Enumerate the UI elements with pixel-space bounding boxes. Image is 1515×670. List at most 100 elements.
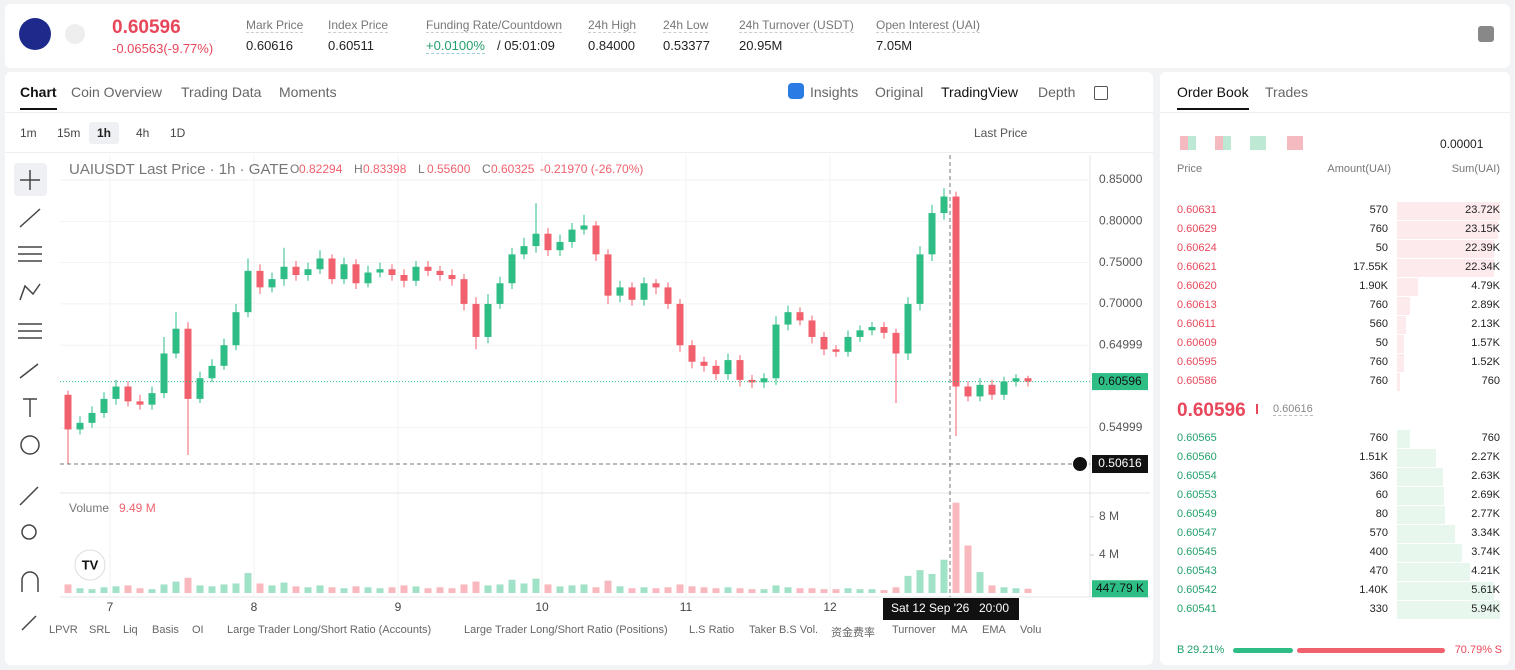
tab[interactable]: Moments	[279, 84, 337, 100]
candle-body	[244, 270, 252, 313]
y-tick-label: 0.75000	[1099, 255, 1143, 269]
indicator[interactable]: 资金费率	[831, 627, 875, 639]
view-tab[interactable]: Depth	[1038, 84, 1076, 100]
ob-price[interactable]: 0.60541	[1177, 603, 1217, 615]
volume-bar	[376, 588, 384, 593]
ob-price[interactable]: 0.60621	[1177, 261, 1217, 273]
ob-price[interactable]: 0.60560	[1177, 451, 1217, 463]
candle-body	[628, 287, 636, 300]
volume-bar	[928, 573, 936, 593]
ob-price[interactable]: 0.60565	[1177, 432, 1217, 444]
ob-price[interactable]: 0.60611	[1177, 318, 1216, 330]
tab[interactable]: Chart	[20, 84, 57, 110]
interval[interactable]: 1h	[89, 122, 120, 144]
ob-price[interactable]: 0.60631	[1177, 204, 1217, 216]
candle-body	[952, 196, 960, 387]
ob-price[interactable]: 0.60620	[1177, 280, 1217, 292]
crosshair-time-tag	[883, 598, 1019, 620]
interval[interactable]: 4h	[136, 126, 150, 140]
view-icon[interactable]	[1215, 136, 1231, 150]
stat-extra: / 05:01:09	[497, 38, 555, 53]
price-source[interactable]: Last Price	[974, 126, 1028, 140]
indicator[interactable]: Liq	[123, 624, 138, 636]
volume-bar	[616, 586, 624, 593]
candle-body	[412, 266, 420, 281]
ob-price[interactable]: 0.60595	[1177, 356, 1217, 368]
interval[interactable]: 1D	[170, 126, 186, 140]
indicator[interactable]: LPVR	[49, 624, 78, 636]
ratio-bar-sell	[1296, 648, 1445, 653]
ob-price[interactable]: 0.60624	[1177, 242, 1217, 254]
volume-bar	[712, 588, 720, 593]
candle-body	[688, 345, 696, 362]
indicator[interactable]: Basis	[152, 624, 179, 636]
ob-amount: 360	[1369, 470, 1388, 482]
indicator[interactable]: SRL	[89, 624, 111, 636]
ob-price[interactable]: 0.60629	[1177, 223, 1217, 235]
legend-key: C	[482, 162, 491, 176]
indicator[interactable]: Volu	[1020, 624, 1042, 636]
interval[interactable]: 1m	[20, 126, 37, 140]
view-tab[interactable]: TradingView	[941, 84, 1019, 100]
candle-body	[664, 287, 672, 304]
ob-price[interactable]: 0.60547	[1177, 527, 1217, 539]
stat-label: Open Interest (UAI)	[876, 18, 981, 33]
indicator[interactable]: Large Trader Long/Short Ratio (Positions…	[464, 624, 668, 636]
candle-body	[844, 336, 852, 352]
legend-value: 0.60325	[491, 162, 535, 176]
candle-body	[760, 378, 768, 383]
tab[interactable]: Trading Data	[181, 84, 262, 100]
view-tab[interactable]: Insights	[810, 84, 859, 100]
candle-body	[292, 266, 300, 276]
tab[interactable]: Coin Overview	[71, 84, 163, 100]
x-tick-label: 8	[251, 600, 258, 614]
col-head: Amount(UAI)	[1327, 163, 1391, 175]
candle-body	[832, 349, 840, 352]
indicator[interactable]: Turnover	[892, 624, 936, 636]
ob-tab[interactable]: Trades	[1265, 84, 1309, 100]
ob-sum: 2.69K	[1471, 489, 1500, 501]
stat-label: 24h High	[588, 18, 637, 33]
ob-price[interactable]: 0.60545	[1177, 546, 1217, 558]
ob-price[interactable]: 0.60543	[1177, 565, 1217, 577]
settings-icon[interactable]	[1478, 26, 1494, 42]
col-head: Price	[1177, 163, 1203, 175]
volume-bar	[208, 586, 216, 593]
stat-value: 7.05M	[876, 38, 913, 53]
candle-body	[532, 233, 540, 247]
ob-amount: 1.40K	[1359, 584, 1388, 596]
ob-price[interactable]: 0.60553	[1177, 489, 1217, 501]
ob-price[interactable]: 0.60554	[1177, 470, 1217, 482]
ob-tab[interactable]: Order Book	[1177, 84, 1249, 110]
indicator[interactable]: Taker B.S Vol.	[749, 624, 819, 636]
interval[interactable]: 15m	[57, 126, 81, 140]
sep	[1160, 112, 1510, 113]
indicator[interactable]: L.S Ratio	[689, 624, 735, 636]
view-icon[interactable]	[1180, 136, 1196, 150]
indicator[interactable]: Large Trader Long/Short Ratio (Accounts)	[227, 624, 432, 636]
ob-amount: 50	[1375, 337, 1388, 349]
depth-bar	[1397, 544, 1462, 562]
favorite-star[interactable]	[65, 24, 85, 44]
view-icon[interactable]	[1287, 136, 1303, 150]
indicator[interactable]: OI	[192, 624, 204, 636]
expand-icon[interactable]	[1094, 86, 1108, 100]
volume-bar	[988, 585, 996, 593]
sep	[5, 112, 1153, 113]
candle-body	[568, 229, 576, 242]
ob-price[interactable]: 0.60609	[1177, 337, 1217, 349]
volume-bar	[220, 584, 228, 593]
indicator[interactable]: MA	[951, 624, 968, 636]
ob-price[interactable]: 0.60542	[1177, 584, 1217, 596]
ob-price[interactable]: 0.60613	[1177, 299, 1217, 311]
precision[interactable]: 0.00001	[1440, 137, 1484, 151]
ob-price[interactable]: 0.60549	[1177, 508, 1217, 520]
y-tick-label: 0.64999	[1099, 337, 1143, 351]
candle-body	[472, 303, 480, 337]
indicator[interactable]: EMA	[982, 624, 1006, 636]
volume-bar	[832, 589, 840, 593]
view-icon[interactable]	[1250, 136, 1266, 150]
ob-sum: 3.34K	[1471, 527, 1500, 539]
ob-price[interactable]: 0.60586	[1177, 375, 1217, 387]
view-tab[interactable]: Original	[875, 84, 924, 100]
